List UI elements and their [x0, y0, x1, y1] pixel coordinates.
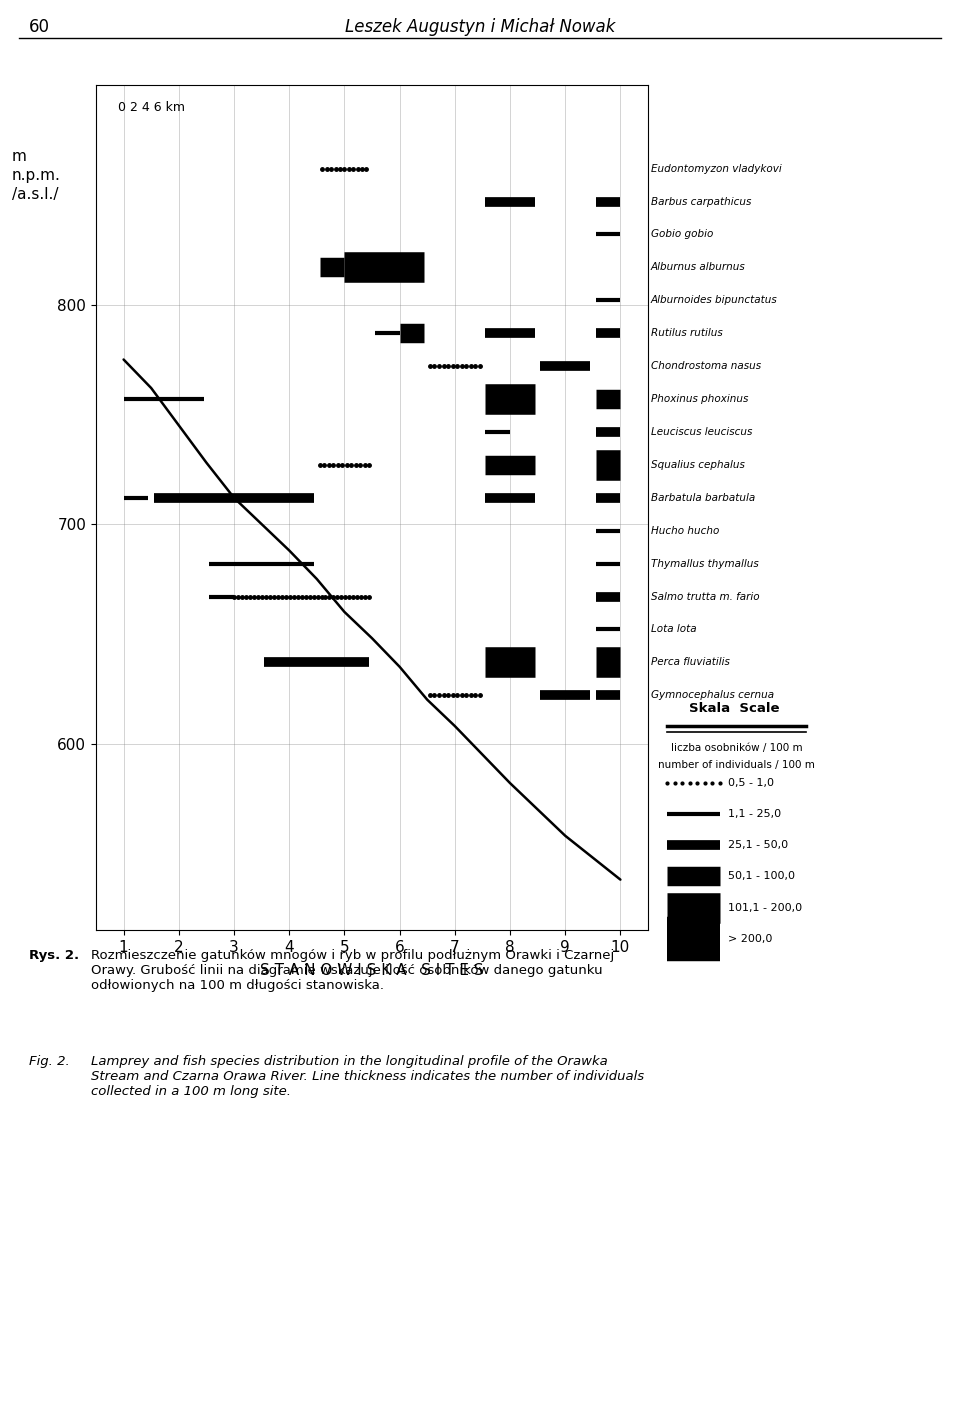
- Text: Thymallus thymallus: Thymallus thymallus: [651, 558, 758, 568]
- Text: n.p.m.: n.p.m.: [12, 168, 60, 183]
- Text: Lota lota: Lota lota: [651, 625, 696, 635]
- Text: 25,1 - 50,0: 25,1 - 50,0: [728, 841, 788, 851]
- Text: Phoxinus phoxinus: Phoxinus phoxinus: [651, 393, 748, 405]
- Text: Skala  Scale: Skala Scale: [689, 701, 780, 714]
- Text: Salmo trutta m. fario: Salmo trutta m. fario: [651, 592, 759, 602]
- Text: Leuciscus leuciscus: Leuciscus leuciscus: [651, 427, 752, 437]
- Text: Rys. 2.: Rys. 2.: [29, 949, 79, 961]
- Text: 0,5 - 1,0: 0,5 - 1,0: [728, 778, 774, 788]
- X-axis label: S T A N O W I S K A   S I T E S: S T A N O W I S K A S I T E S: [260, 963, 484, 978]
- Text: Rozmieszczenie gatunków mnogów i ryb w profilu podłużnym Orawki i Czarnej
Orawy.: Rozmieszczenie gatunków mnogów i ryb w p…: [91, 949, 614, 991]
- Text: > 200,0: > 200,0: [728, 934, 772, 944]
- Text: number of individuals / 100 m: number of individuals / 100 m: [658, 760, 815, 770]
- Text: Rutilus rutilus: Rutilus rutilus: [651, 328, 723, 338]
- Text: Fig. 2.: Fig. 2.: [29, 1055, 69, 1068]
- Text: Squalius cephalus: Squalius cephalus: [651, 460, 745, 470]
- Text: m: m: [12, 149, 26, 165]
- Text: /a.s.l./: /a.s.l./: [12, 187, 58, 203]
- Text: liczba osobników / 100 m: liczba osobników / 100 m: [670, 743, 803, 753]
- Text: Gobio gobio: Gobio gobio: [651, 230, 713, 240]
- Text: 50,1 - 100,0: 50,1 - 100,0: [728, 872, 795, 882]
- Text: Alburnus alburnus: Alburnus alburnus: [651, 263, 746, 273]
- Text: Barbatula barbatula: Barbatula barbatula: [651, 493, 755, 503]
- Text: 1,1 - 25,0: 1,1 - 25,0: [728, 809, 780, 819]
- Text: Alburnoides bipunctatus: Alburnoides bipunctatus: [651, 295, 778, 305]
- Text: 0 2 4 6 km: 0 2 4 6 km: [118, 101, 184, 114]
- Text: Chondrostoma nasus: Chondrostoma nasus: [651, 361, 761, 371]
- Text: Barbus carpathicus: Barbus carpathicus: [651, 196, 751, 206]
- Text: Lamprey and fish species distribution in the longitudinal profile of the Orawka
: Lamprey and fish species distribution in…: [91, 1055, 644, 1098]
- Text: Leszek Augustyn i Michał Nowak: Leszek Augustyn i Michał Nowak: [345, 18, 615, 37]
- Text: 101,1 - 200,0: 101,1 - 200,0: [728, 903, 802, 913]
- Text: Gymnocephalus cernua: Gymnocephalus cernua: [651, 690, 774, 700]
- Text: Hucho hucho: Hucho hucho: [651, 525, 719, 535]
- Text: Eudontomyzon vladykovi: Eudontomyzon vladykovi: [651, 163, 781, 173]
- Text: Perca fluviatilis: Perca fluviatilis: [651, 657, 730, 667]
- Text: 60: 60: [29, 18, 50, 37]
